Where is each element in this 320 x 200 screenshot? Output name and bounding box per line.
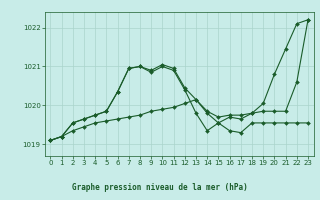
Text: Graphe pression niveau de la mer (hPa): Graphe pression niveau de la mer (hPa) (72, 183, 248, 192)
